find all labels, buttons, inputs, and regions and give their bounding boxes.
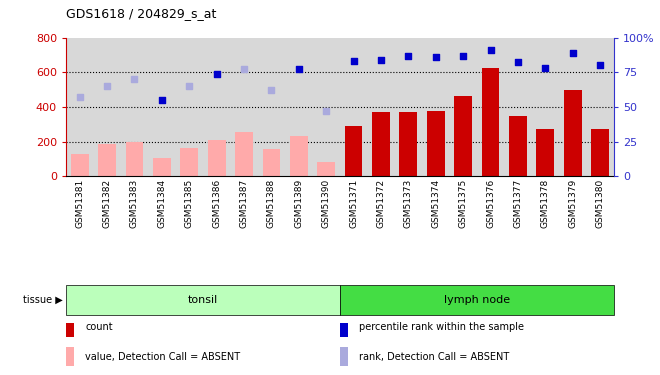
Point bbox=[102, 83, 112, 89]
Bar bbox=[340, 318, 348, 337]
Point bbox=[568, 50, 578, 56]
Point bbox=[458, 53, 469, 58]
Point bbox=[294, 66, 304, 72]
Point bbox=[348, 58, 359, 64]
Point bbox=[184, 83, 195, 89]
Bar bbox=[66, 285, 340, 315]
Point bbox=[239, 66, 249, 72]
Bar bbox=[290, 136, 308, 176]
Bar bbox=[66, 347, 74, 366]
Bar bbox=[71, 154, 88, 176]
Bar bbox=[564, 90, 581, 176]
Bar bbox=[340, 347, 348, 366]
Bar bbox=[399, 112, 417, 176]
Text: count: count bbox=[85, 322, 113, 332]
Text: value, Detection Call = ABSENT: value, Detection Call = ABSENT bbox=[85, 352, 240, 362]
Point bbox=[513, 60, 523, 66]
Point bbox=[540, 65, 550, 71]
Point bbox=[485, 47, 496, 53]
Bar bbox=[454, 96, 472, 176]
Point bbox=[595, 62, 605, 68]
Point bbox=[129, 76, 140, 82]
Point bbox=[376, 57, 386, 63]
Bar bbox=[153, 158, 171, 176]
Text: tissue ▶: tissue ▶ bbox=[23, 295, 63, 305]
Bar bbox=[317, 162, 335, 176]
Text: lymph node: lymph node bbox=[444, 295, 510, 305]
Bar bbox=[66, 318, 74, 337]
Bar bbox=[180, 148, 198, 176]
Bar bbox=[345, 126, 362, 176]
Bar bbox=[482, 68, 500, 176]
Bar bbox=[372, 112, 390, 176]
Text: tonsil: tonsil bbox=[188, 295, 218, 305]
Text: rank, Detection Call = ABSENT: rank, Detection Call = ABSENT bbox=[359, 352, 510, 362]
Bar bbox=[427, 111, 445, 176]
Point bbox=[266, 87, 277, 93]
Bar bbox=[340, 285, 614, 315]
Bar bbox=[537, 129, 554, 176]
Bar bbox=[235, 132, 253, 176]
Bar bbox=[208, 140, 226, 176]
Bar bbox=[509, 116, 527, 176]
Text: GDS1618 / 204829_s_at: GDS1618 / 204829_s_at bbox=[66, 8, 216, 21]
Point bbox=[430, 54, 441, 60]
Bar bbox=[125, 142, 143, 176]
Text: percentile rank within the sample: percentile rank within the sample bbox=[359, 322, 524, 332]
Point bbox=[211, 70, 222, 76]
Point bbox=[321, 108, 331, 114]
Bar bbox=[263, 149, 280, 176]
Point bbox=[403, 53, 414, 58]
Bar bbox=[591, 129, 609, 176]
Point bbox=[156, 97, 167, 103]
Point bbox=[75, 94, 85, 100]
Bar bbox=[98, 144, 116, 176]
